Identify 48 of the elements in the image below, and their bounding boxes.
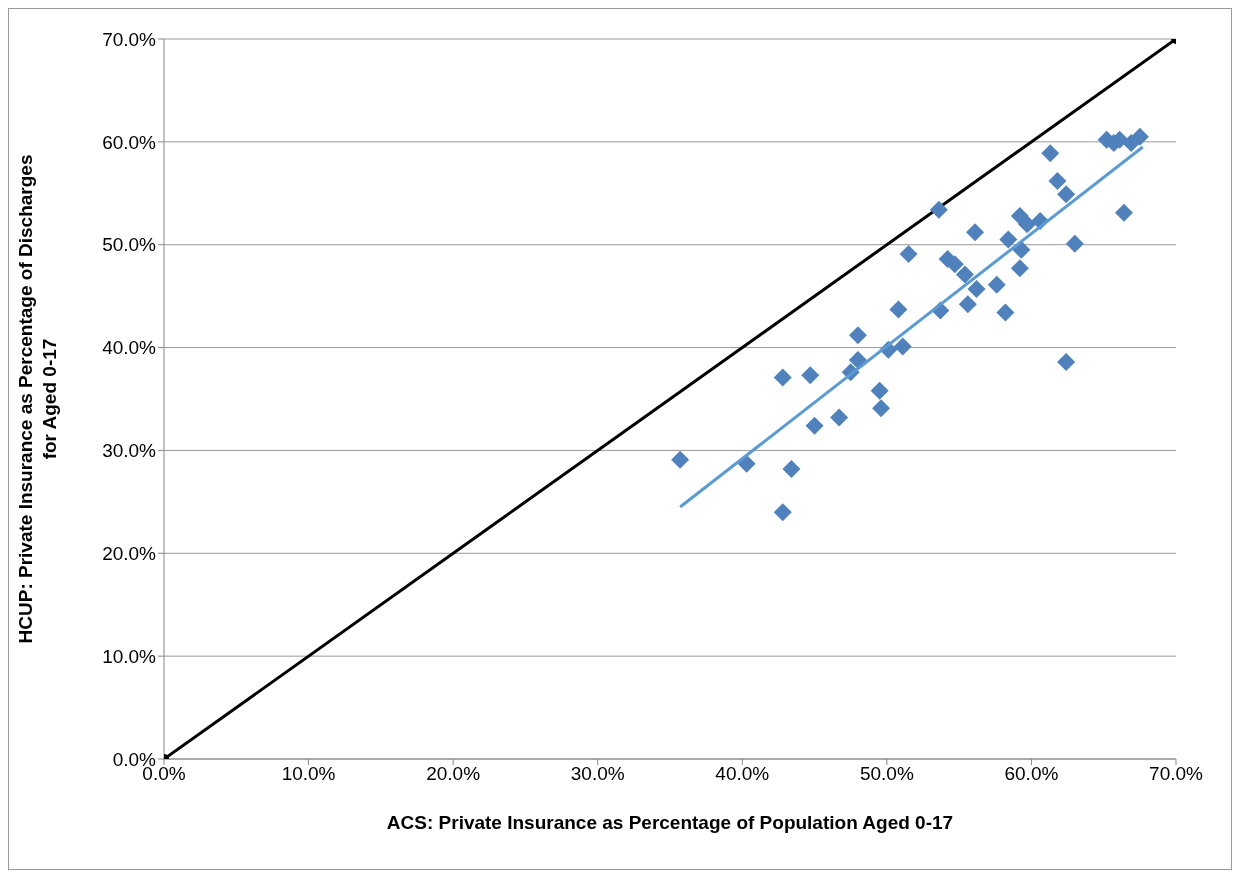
point — [955, 265, 974, 284]
point — [671, 450, 690, 469]
point — [1114, 203, 1133, 222]
point — [1065, 234, 1084, 253]
x-tick-label: 60.0% — [1004, 763, 1059, 785]
point — [870, 381, 889, 400]
point — [737, 454, 756, 473]
point — [966, 223, 985, 242]
point — [893, 337, 912, 356]
x-tick-label: 50.0% — [859, 763, 914, 785]
point — [899, 244, 918, 263]
y-tick-label: 10.0% — [102, 645, 157, 667]
point — [805, 416, 824, 435]
y-tick-label: 60.0% — [102, 131, 157, 153]
point — [996, 303, 1015, 322]
point — [773, 503, 792, 522]
point — [958, 295, 977, 314]
point — [1057, 352, 1076, 371]
point — [782, 459, 801, 478]
x-tick-label: 10.0% — [281, 763, 336, 785]
point — [1048, 171, 1067, 190]
point — [830, 408, 849, 427]
point — [1018, 215, 1037, 234]
y-tick-label: 50.0% — [102, 234, 157, 256]
point — [773, 368, 792, 387]
point — [967, 279, 986, 298]
x-tick-label: 40.0% — [715, 763, 770, 785]
point — [889, 300, 908, 319]
x-tick-label: 70.0% — [1149, 763, 1204, 785]
point — [848, 350, 867, 369]
y-axis-title: HCUP: Private Insurance as Percentage of Discharges for Aged 0-17 — [15, 154, 60, 644]
point — [1041, 144, 1060, 163]
x-tick-label: 20.0% — [426, 763, 481, 785]
x-tick-label: 30.0% — [570, 763, 625, 785]
point — [999, 230, 1018, 249]
point — [929, 200, 948, 219]
point — [801, 366, 820, 385]
y-tick-label: 30.0% — [102, 440, 157, 462]
y-tick-label: 40.0% — [102, 337, 157, 359]
point — [987, 275, 1006, 294]
point — [1130, 127, 1149, 146]
point — [872, 399, 891, 418]
point — [1057, 185, 1076, 204]
point — [1010, 259, 1029, 278]
y-tick-label: 70.0% — [102, 28, 157, 50]
y-tick-label: 20.0% — [102, 543, 157, 565]
point — [848, 326, 867, 345]
x-axis-title: ACS: Private Insurance as Percentage of Population Aged 0-17 — [386, 812, 954, 833]
